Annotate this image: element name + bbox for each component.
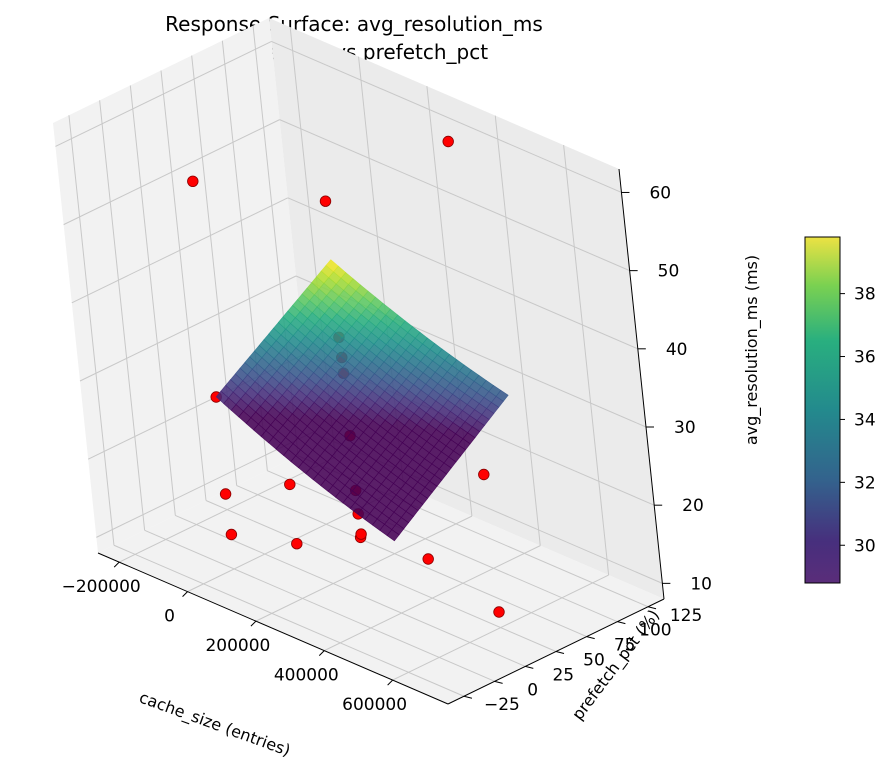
x-axis-label: cache_size (entries) bbox=[136, 688, 293, 761]
y-tick-label: 0 bbox=[527, 680, 538, 700]
x-tick-label: 0 bbox=[164, 607, 175, 627]
x-tick bbox=[113, 561, 120, 568]
grid-y-left bbox=[191, 55, 238, 486]
grid-z-back bbox=[279, 119, 630, 272]
y-tick-label: 75 bbox=[614, 636, 636, 656]
scatter-point bbox=[319, 195, 332, 207]
y-tick bbox=[525, 665, 534, 669]
x-tick bbox=[318, 650, 325, 656]
scatter-point bbox=[442, 135, 454, 148]
grid-x-back bbox=[494, 115, 541, 546]
scatter-point bbox=[355, 528, 367, 540]
scatter-points bbox=[187, 135, 505, 618]
y-tick bbox=[463, 695, 473, 699]
grid-z-left bbox=[55, 41, 272, 147]
scatter-point bbox=[219, 488, 232, 500]
scatter-point bbox=[225, 528, 238, 541]
response-surface bbox=[215, 259, 509, 542]
y-tick-label: −25 bbox=[484, 695, 520, 715]
grid-y-floor bbox=[144, 529, 495, 682]
x-tick-label: 600000 bbox=[342, 695, 407, 715]
grid-x-back bbox=[563, 145, 610, 576]
grid-z-left bbox=[63, 119, 280, 226]
z-axis-label: avg_resolution_ms (ms) bbox=[742, 255, 762, 445]
y-tick-label: 125 bbox=[670, 606, 702, 626]
colorbar: 30 32 34 36 38 bbox=[804, 236, 876, 584]
x-tick-label: −200000 bbox=[62, 577, 141, 597]
scatter-point bbox=[291, 538, 303, 550]
grid-z-back bbox=[287, 197, 639, 350]
colorbar-tick-label: 38 bbox=[854, 285, 876, 305]
grid-z-left bbox=[96, 431, 313, 538]
scatter-point bbox=[422, 553, 434, 565]
grid-z-back bbox=[271, 40, 622, 193]
y-tick bbox=[586, 636, 595, 640]
x-tick-label: 400000 bbox=[274, 666, 339, 686]
colorbar-tick-label: 32 bbox=[854, 473, 876, 493]
x-tick bbox=[182, 591, 188, 597]
colorbar-bar bbox=[804, 236, 841, 584]
grid-y-floor bbox=[113, 544, 465, 697]
grid-y-left bbox=[160, 70, 207, 501]
surface-patch bbox=[386, 529, 400, 542]
z-tick-label: 60 bbox=[649, 183, 671, 203]
x-tick bbox=[387, 679, 393, 686]
colorbar-tick-label: 34 bbox=[854, 410, 876, 430]
colorbar-tick-label: 36 bbox=[854, 348, 876, 368]
grid-z-left bbox=[79, 275, 297, 382]
z-tick-label: 40 bbox=[666, 340, 688, 360]
grid-y-left bbox=[68, 115, 115, 546]
y-tick bbox=[617, 621, 626, 625]
x-axis-line bbox=[97, 552, 449, 705]
z-axis-line bbox=[618, 168, 665, 600]
scatter-point bbox=[187, 175, 199, 188]
grid-y-floor bbox=[267, 470, 618, 623]
grid-y-left bbox=[99, 100, 146, 531]
scatter-point bbox=[493, 606, 505, 618]
scatter-point bbox=[478, 468, 490, 481]
y-tick bbox=[494, 680, 503, 684]
x-tick bbox=[250, 620, 257, 627]
y-tick bbox=[555, 651, 565, 654]
y-tick-label: 100 bbox=[639, 621, 671, 641]
scatter-point bbox=[284, 478, 296, 491]
y-tick-label: 25 bbox=[552, 665, 574, 685]
grid-z-left bbox=[71, 197, 289, 304]
grid-y-floor bbox=[205, 500, 557, 652]
y-tick bbox=[647, 606, 657, 610]
grid-y-floor bbox=[236, 485, 587, 638]
z-tick-label: 20 bbox=[682, 496, 704, 516]
x-tick-label: 200000 bbox=[205, 636, 270, 656]
z-tick-label: 10 bbox=[690, 574, 712, 594]
colorbar-tick-label: 30 bbox=[854, 536, 876, 556]
grid-y-left bbox=[129, 85, 176, 516]
chart-title: Response Surface: avg_resolution_ms bbox=[165, 12, 543, 36]
z-tick-label: 50 bbox=[658, 262, 680, 282]
z-tick-label: 30 bbox=[674, 418, 696, 438]
y-tick-label: 50 bbox=[583, 651, 605, 671]
grid-y-floor bbox=[175, 514, 526, 667]
